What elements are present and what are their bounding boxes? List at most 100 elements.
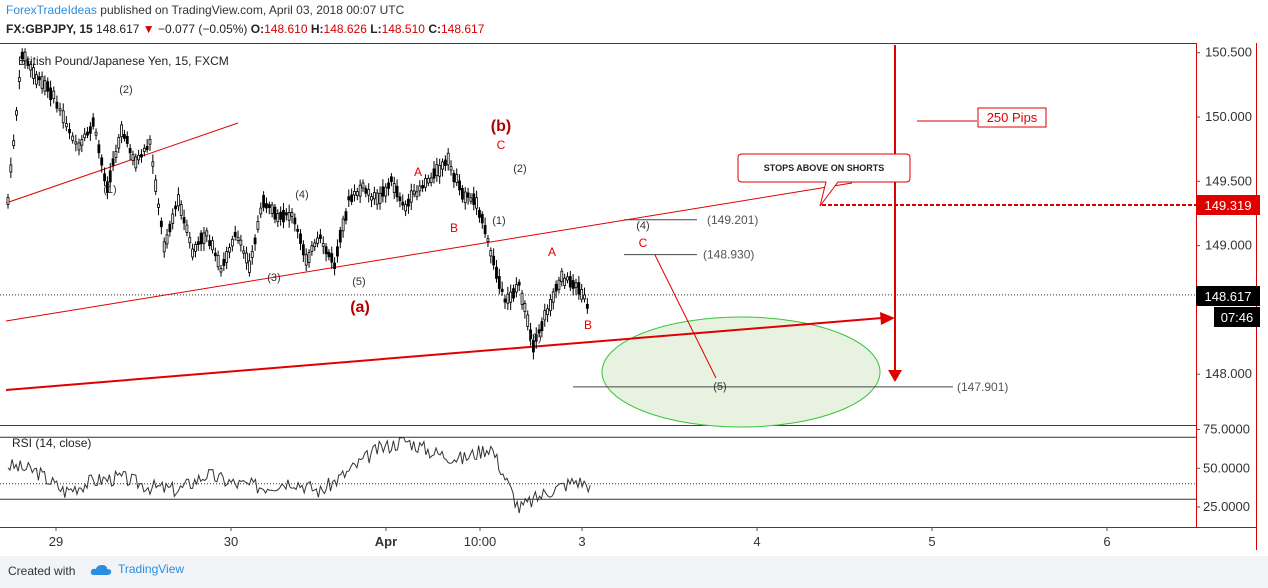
projection-line: [654, 254, 717, 379]
candle-body: [540, 321, 544, 332]
candle-body: [20, 51, 24, 60]
candle-body: [83, 133, 87, 139]
candle-body: [338, 229, 342, 243]
ohlc-line: FX:GBPJPY, 15 148.617 ▼ −0.077 (−0.05%) …: [6, 22, 484, 36]
time-axis-label: 3: [578, 534, 585, 549]
stops-annotation: STOPS ABOVE ON SHORTS: [737, 153, 1196, 207]
candle-body: [148, 138, 152, 145]
candle-body: [46, 81, 50, 92]
arrow-right-icon: [880, 312, 895, 325]
candle-body: [512, 288, 515, 299]
level-label: (149.201): [707, 213, 758, 227]
candle-body: [17, 77, 21, 82]
candle-body: [176, 194, 180, 207]
candle-body: [37, 76, 41, 81]
candle-body: [245, 252, 248, 264]
candle-body: [438, 164, 442, 177]
candle-body: [106, 181, 109, 194]
candle-body: [537, 329, 541, 334]
time-axis-label: Apr: [375, 534, 397, 549]
author-link[interactable]: ForexTradeIdeas: [6, 3, 97, 17]
candle-body: [225, 251, 229, 263]
candle-body: [469, 197, 473, 202]
candle-body: [9, 164, 13, 173]
rsi-line: [7, 436, 591, 514]
candle-body: [74, 141, 78, 145]
candle-body: [68, 128, 71, 134]
candle-body: [452, 172, 456, 183]
candle-body: [267, 204, 271, 208]
candle-body: [475, 197, 479, 209]
high-label: H:: [310, 22, 324, 36]
candle-body: [128, 148, 132, 154]
candle-body: [401, 201, 405, 206]
wave-label: (4): [636, 220, 649, 232]
candle-body: [290, 212, 294, 217]
candle-body: [580, 289, 584, 300]
price-candles: [6, 48, 589, 360]
candle-body: [429, 177, 433, 183]
candle-body: [125, 135, 129, 144]
level-label: (148.930): [703, 248, 754, 262]
change-down-icon: ▼: [142, 22, 155, 36]
candle-body: [344, 211, 348, 221]
candle-body: [284, 212, 288, 216]
candle-body: [100, 157, 104, 166]
tradingview-link[interactable]: TradingView: [90, 562, 184, 576]
channel-trendline: [5, 182, 853, 322]
candle-body: [191, 248, 195, 258]
candle-body: [372, 192, 376, 200]
candle-body: [253, 237, 257, 245]
wave-label: (a): [350, 299, 370, 316]
candle-body: [435, 164, 439, 176]
open-label: O:: [250, 22, 265, 36]
candle-body: [142, 147, 146, 152]
candle-body: [55, 101, 59, 109]
candle-body: [560, 270, 564, 283]
candle-body: [566, 276, 569, 281]
low-value: 148.510: [381, 22, 425, 36]
candle-body: [151, 161, 155, 167]
time-axis-label: 10:00: [464, 534, 497, 549]
price-chart[interactable]: British Pound/Japanese Yen, 15, FXCM (14…: [0, 0, 1268, 556]
stops-label: STOPS ABOVE ON SHORTS: [764, 163, 885, 173]
price-axis-label: 149.500: [1205, 173, 1252, 188]
price-axis-label: 150.500: [1205, 45, 1252, 60]
candle-body: [483, 225, 487, 235]
countdown-tag: 07:46: [1221, 310, 1254, 325]
pips-annotation: 250 Pips: [888, 45, 1047, 382]
candle-body: [304, 254, 308, 266]
candle-body: [341, 218, 345, 232]
pips-label: 250 Pips: [987, 110, 1038, 125]
candle-body: [270, 204, 274, 214]
candle-body: [313, 242, 317, 248]
candle-body: [370, 196, 373, 201]
candle-body: [61, 110, 65, 124]
candle-body: [86, 131, 89, 136]
candle-body: [154, 179, 158, 192]
candle-body: [71, 135, 75, 141]
candle-body: [171, 213, 175, 224]
wave-label: B: [450, 221, 458, 235]
candle-body: [194, 244, 197, 252]
candle-body: [279, 211, 283, 220]
candle-body: [179, 204, 183, 216]
candle-body: [159, 220, 163, 228]
candle-body: [478, 209, 481, 218]
candle-body: [551, 291, 555, 303]
candle-body: [378, 192, 382, 204]
candle-body: [534, 334, 538, 342]
main-chart-title: British Pound/Japanese Yen, 15, FXCM: [18, 54, 229, 68]
candle-body: [489, 250, 493, 257]
rsi-title: RSI (14, close): [12, 436, 91, 450]
time-axis-label: 6: [1103, 534, 1110, 549]
candle-body: [29, 64, 33, 71]
candle-body: [26, 60, 30, 66]
candle-body: [205, 230, 209, 237]
candle-body: [276, 213, 280, 223]
candle-body: [230, 238, 234, 247]
wave-label: (4): [295, 189, 308, 201]
candle-body: [358, 184, 362, 197]
candle-body: [80, 139, 84, 146]
candle-body: [361, 182, 365, 189]
